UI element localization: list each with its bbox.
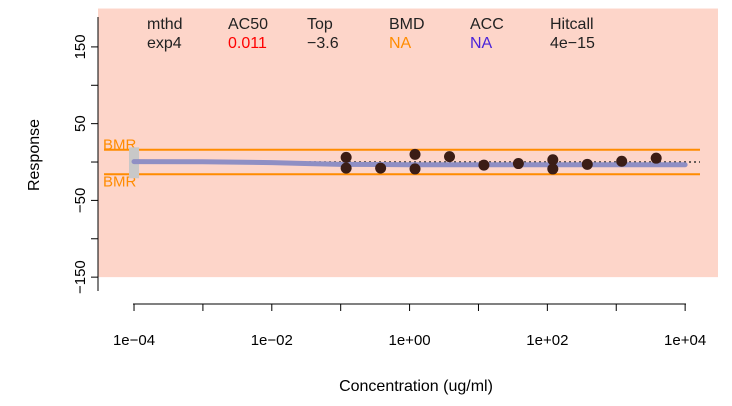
summary-header: AC50: [228, 16, 268, 33]
data-point: [478, 159, 490, 171]
summary-value: NA: [470, 35, 493, 52]
x-tick-label: 1e−02: [251, 332, 293, 349]
control-point: [129, 164, 140, 179]
data-point: [444, 151, 456, 163]
fit-curve: [131, 159, 688, 168]
data-point: [581, 158, 593, 170]
summary-header: Top: [307, 16, 333, 33]
summary-value: NA: [389, 35, 412, 52]
summary-table: mthd AC50 Top BMD ACC Hitcall exp4 0.011 −3.6 NA N…: [147, 16, 595, 52]
y-axis-ticks: 150 50 −50 −150: [72, 34, 98, 294]
control-point: [129, 147, 140, 162]
plot-background-band: [98, 8, 718, 278]
data-points: [340, 148, 662, 175]
y-axis-label: Response: [26, 119, 43, 191]
data-point: [340, 162, 352, 174]
data-point: [375, 162, 387, 174]
x-tick-label: 1e+02: [526, 332, 568, 349]
data-point: [547, 163, 559, 175]
x-tick-label: 1e+00: [389, 332, 431, 349]
x-axis-ticks: 1e−04 1e−02 1e+00 1e+02 1e+04: [113, 304, 706, 349]
summary-header: mthd: [147, 16, 183, 33]
y-tick-label: 150: [72, 34, 89, 59]
cutoff-label: BMR: [103, 137, 137, 154]
cutoff-label: BMR: [103, 173, 137, 190]
summary-header: BMD: [389, 16, 425, 33]
data-point: [340, 151, 352, 163]
x-axis-label: Concentration (ug/ml): [339, 378, 493, 395]
y-tick-label: −150: [72, 260, 89, 294]
y-tick-label: 50: [72, 115, 89, 132]
summary-header: ACC: [470, 16, 504, 33]
data-point: [409, 163, 421, 175]
data-point: [616, 155, 628, 167]
cutoff-lines: BMR BMR: [103, 137, 700, 190]
summary-value: 4e−15: [550, 35, 595, 52]
summary-value: exp4: [147, 35, 182, 52]
data-point: [409, 148, 421, 160]
x-tick-label: 1e−04: [113, 332, 155, 349]
summary-value: 0.011: [228, 35, 267, 52]
summary-value: −3.6: [307, 35, 339, 52]
data-point: [650, 152, 662, 164]
y-tick-label: −50: [72, 188, 89, 213]
data-point: [547, 154, 559, 166]
x-tick-label: 1e+04: [664, 332, 706, 349]
summary-header: Hitcall: [550, 16, 594, 33]
data-point: [512, 158, 524, 170]
